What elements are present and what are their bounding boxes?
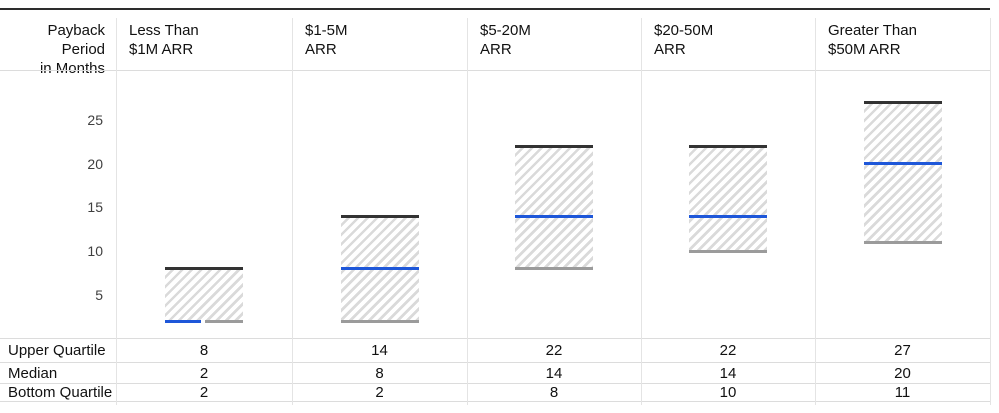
column-header-3: $5-20M ARR bbox=[480, 21, 531, 59]
column-header-line1: Greater Than bbox=[828, 22, 917, 39]
table-cell-value: 14 bbox=[545, 364, 563, 382]
column-divider-1 bbox=[116, 18, 117, 405]
bottom-quartile-line bbox=[205, 319, 243, 323]
table-row-3: Bottom Quartile 2 2 8 10 11 bbox=[0, 383, 990, 402]
column-header-5: Greater Than $50M ARR bbox=[828, 21, 917, 59]
table-cell-value: 11 bbox=[894, 384, 911, 401]
table-row-label: Bottom Quartile bbox=[8, 384, 113, 401]
table-cell-value: 8 bbox=[199, 342, 209, 359]
upper-quartile-line bbox=[515, 144, 593, 148]
quartile-range-box bbox=[689, 147, 767, 250]
table-cell-value: 2 bbox=[199, 384, 209, 401]
table-cell-value: 20 bbox=[894, 364, 911, 382]
y-axis-tick-label-5: 5 bbox=[95, 287, 103, 304]
column-divider-4 bbox=[641, 18, 642, 405]
column-header-2: $1-5M ARR bbox=[305, 21, 348, 59]
table-row-label: Upper Quartile bbox=[8, 342, 106, 359]
column-divider-6 bbox=[990, 18, 991, 405]
upper-quartile-line bbox=[689, 144, 767, 148]
table-row-1: Upper Quartile 8 14 22 22 27 bbox=[0, 338, 990, 362]
median-line bbox=[863, 162, 942, 166]
upper-quartile-line bbox=[165, 267, 243, 271]
y-axis-title: Payback Period in Months bbox=[0, 21, 105, 78]
column-header-line1: $1-5M bbox=[305, 22, 348, 39]
column-divider-3 bbox=[467, 18, 468, 405]
table-row-2: Median 2 8 14 14 20 bbox=[0, 362, 990, 383]
quartile-range-box bbox=[863, 103, 942, 242]
column-header-4: $20-50M ARR bbox=[654, 21, 713, 59]
column-header-line2: $1M ARR bbox=[129, 41, 194, 58]
y-axis-title-line1: Payback Period bbox=[47, 22, 105, 58]
quartile-range-box bbox=[515, 147, 593, 268]
table-cell-value: 2 bbox=[375, 384, 384, 401]
quartile-range-box bbox=[165, 270, 243, 320]
column-header-line2: ARR bbox=[654, 41, 686, 58]
table-cell-value: 10 bbox=[719, 384, 737, 401]
median-line bbox=[340, 267, 419, 271]
column-header-line1: $5-20M bbox=[480, 22, 531, 39]
table-cell-value: 14 bbox=[719, 364, 737, 382]
y-axis-tick-label-20: 20 bbox=[87, 155, 103, 172]
column-header-line2: ARR bbox=[480, 41, 512, 58]
column-header-line1: Less Than bbox=[129, 22, 199, 39]
upper-quartile-line bbox=[340, 214, 419, 218]
column-divider-2 bbox=[292, 18, 293, 405]
bottom-quartile-line bbox=[340, 319, 419, 323]
y-axis-title-line2: in Months bbox=[39, 60, 105, 77]
table-cell-value: 8 bbox=[549, 384, 559, 401]
median-line bbox=[689, 214, 767, 218]
median-line bbox=[515, 214, 593, 218]
table-cell-value: 8 bbox=[375, 364, 384, 382]
column-header-line1: $20-50M bbox=[654, 22, 714, 39]
table-cell-value: 27 bbox=[894, 342, 911, 359]
column-divider-5 bbox=[815, 18, 816, 405]
table-cell-value: 22 bbox=[545, 342, 563, 359]
median-line bbox=[165, 319, 201, 323]
y-axis-tick-label-15: 15 bbox=[87, 199, 103, 216]
table-row-label: Median bbox=[8, 364, 58, 382]
bottom-quartile-line bbox=[689, 249, 767, 253]
column-header-line2: $50M ARR bbox=[828, 41, 901, 58]
header-bottom-rule bbox=[0, 70, 990, 71]
bottom-quartile-line bbox=[515, 267, 593, 271]
table-cell-value: 14 bbox=[371, 342, 388, 359]
bottom-quartile-line bbox=[863, 241, 942, 245]
column-header-line2: ARR bbox=[305, 41, 337, 58]
top-border-rule bbox=[0, 8, 990, 10]
table-cell-value: 2 bbox=[199, 364, 209, 382]
quartile-table: Upper Quartile 8 14 22 22 27 Median 2 8 14 14 20 Bot… bbox=[0, 338, 990, 402]
column-header-1: Less Than $1M ARR bbox=[129, 21, 199, 59]
y-axis-tick-label-10: 10 bbox=[87, 243, 103, 260]
y-axis-tick-label-25: 25 bbox=[87, 111, 103, 128]
upper-quartile-line bbox=[863, 100, 942, 104]
table-cell-value: 22 bbox=[719, 342, 737, 359]
